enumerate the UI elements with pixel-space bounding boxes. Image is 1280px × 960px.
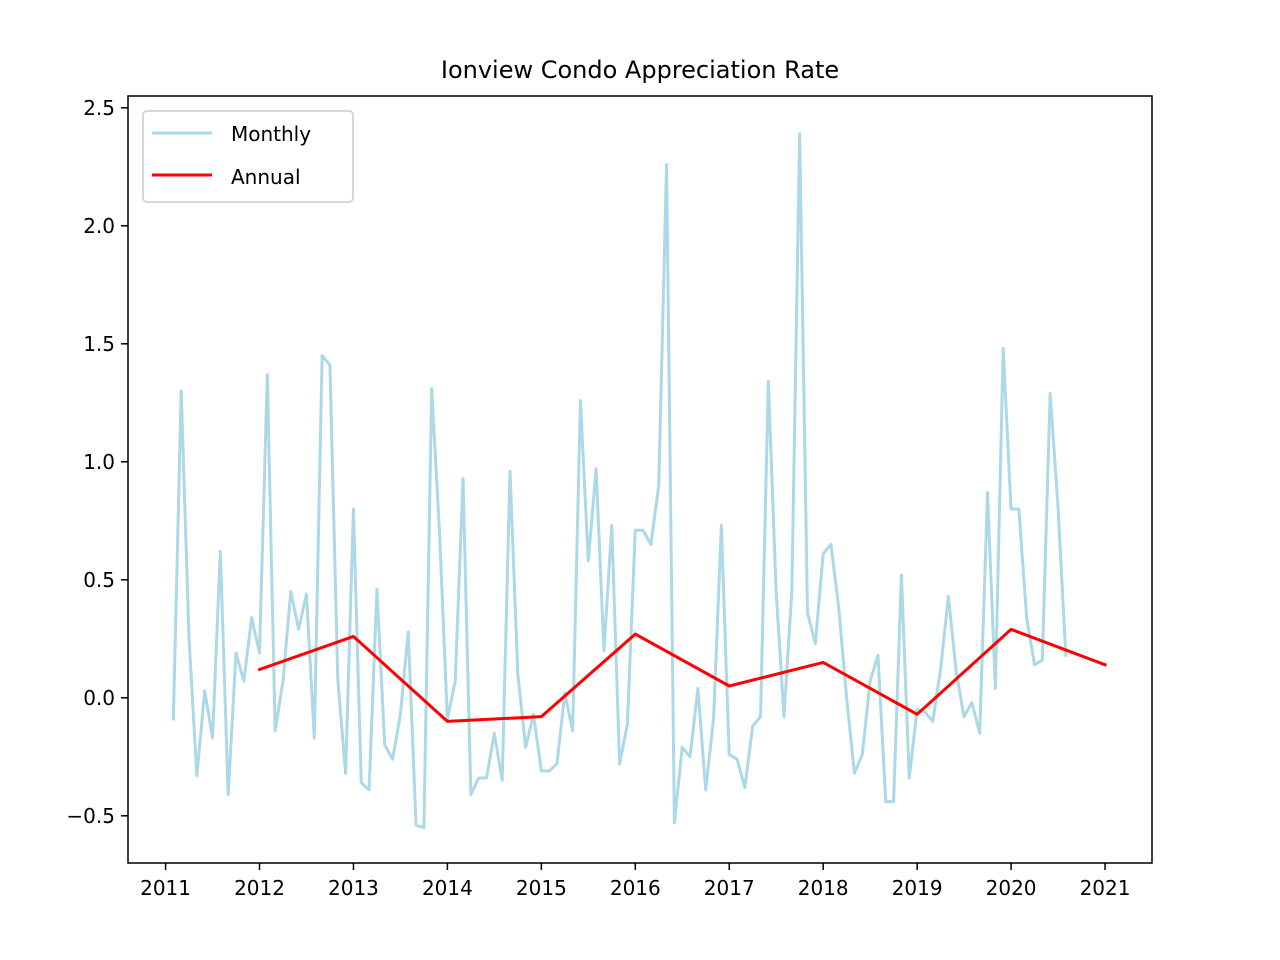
x-tick-label: 2014	[422, 876, 473, 900]
y-axis: −0.5 0.0 0.5 1.0 1.5 2.0 2.5	[66, 96, 128, 828]
x-tick-label: 2011	[140, 876, 191, 900]
y-tick-label: 0.5	[83, 568, 115, 592]
legend-label-monthly: Monthly	[231, 122, 311, 146]
y-tick-label: 1.0	[83, 450, 115, 474]
legend: Monthly Annual	[142, 110, 354, 203]
x-tick-label: 2016	[610, 876, 661, 900]
x-tick-label: 2020	[986, 876, 1037, 900]
series-line-monthly	[171, 132, 1068, 830]
x-axis: 2011 2012 2013 2014 2015 2016 2017 2018 2019 2020…	[140, 863, 1130, 900]
legend-label-annual: Annual	[231, 165, 301, 189]
x-tick-label: 2017	[704, 876, 755, 900]
x-tick-label: 2019	[892, 876, 943, 900]
plot-frame	[127, 95, 1153, 864]
y-tick-label: 2.0	[83, 214, 115, 238]
x-tick-label: 2012	[234, 876, 285, 900]
x-tick-label: 2021	[1080, 876, 1131, 900]
y-tick-label: 0.0	[83, 686, 115, 710]
x-tick-label: 2013	[328, 876, 379, 900]
series-layer	[171, 132, 1107, 830]
y-tick-label: −0.5	[66, 804, 115, 828]
chart-title: Ionview Condo Appreciation Rate	[441, 56, 839, 84]
series-line-annual	[257, 627, 1107, 723]
x-tick-label: 2015	[516, 876, 567, 900]
y-tick-label: 2.5	[83, 96, 115, 120]
y-tick-label: 1.5	[83, 332, 115, 356]
x-tick-label: 2018	[798, 876, 849, 900]
